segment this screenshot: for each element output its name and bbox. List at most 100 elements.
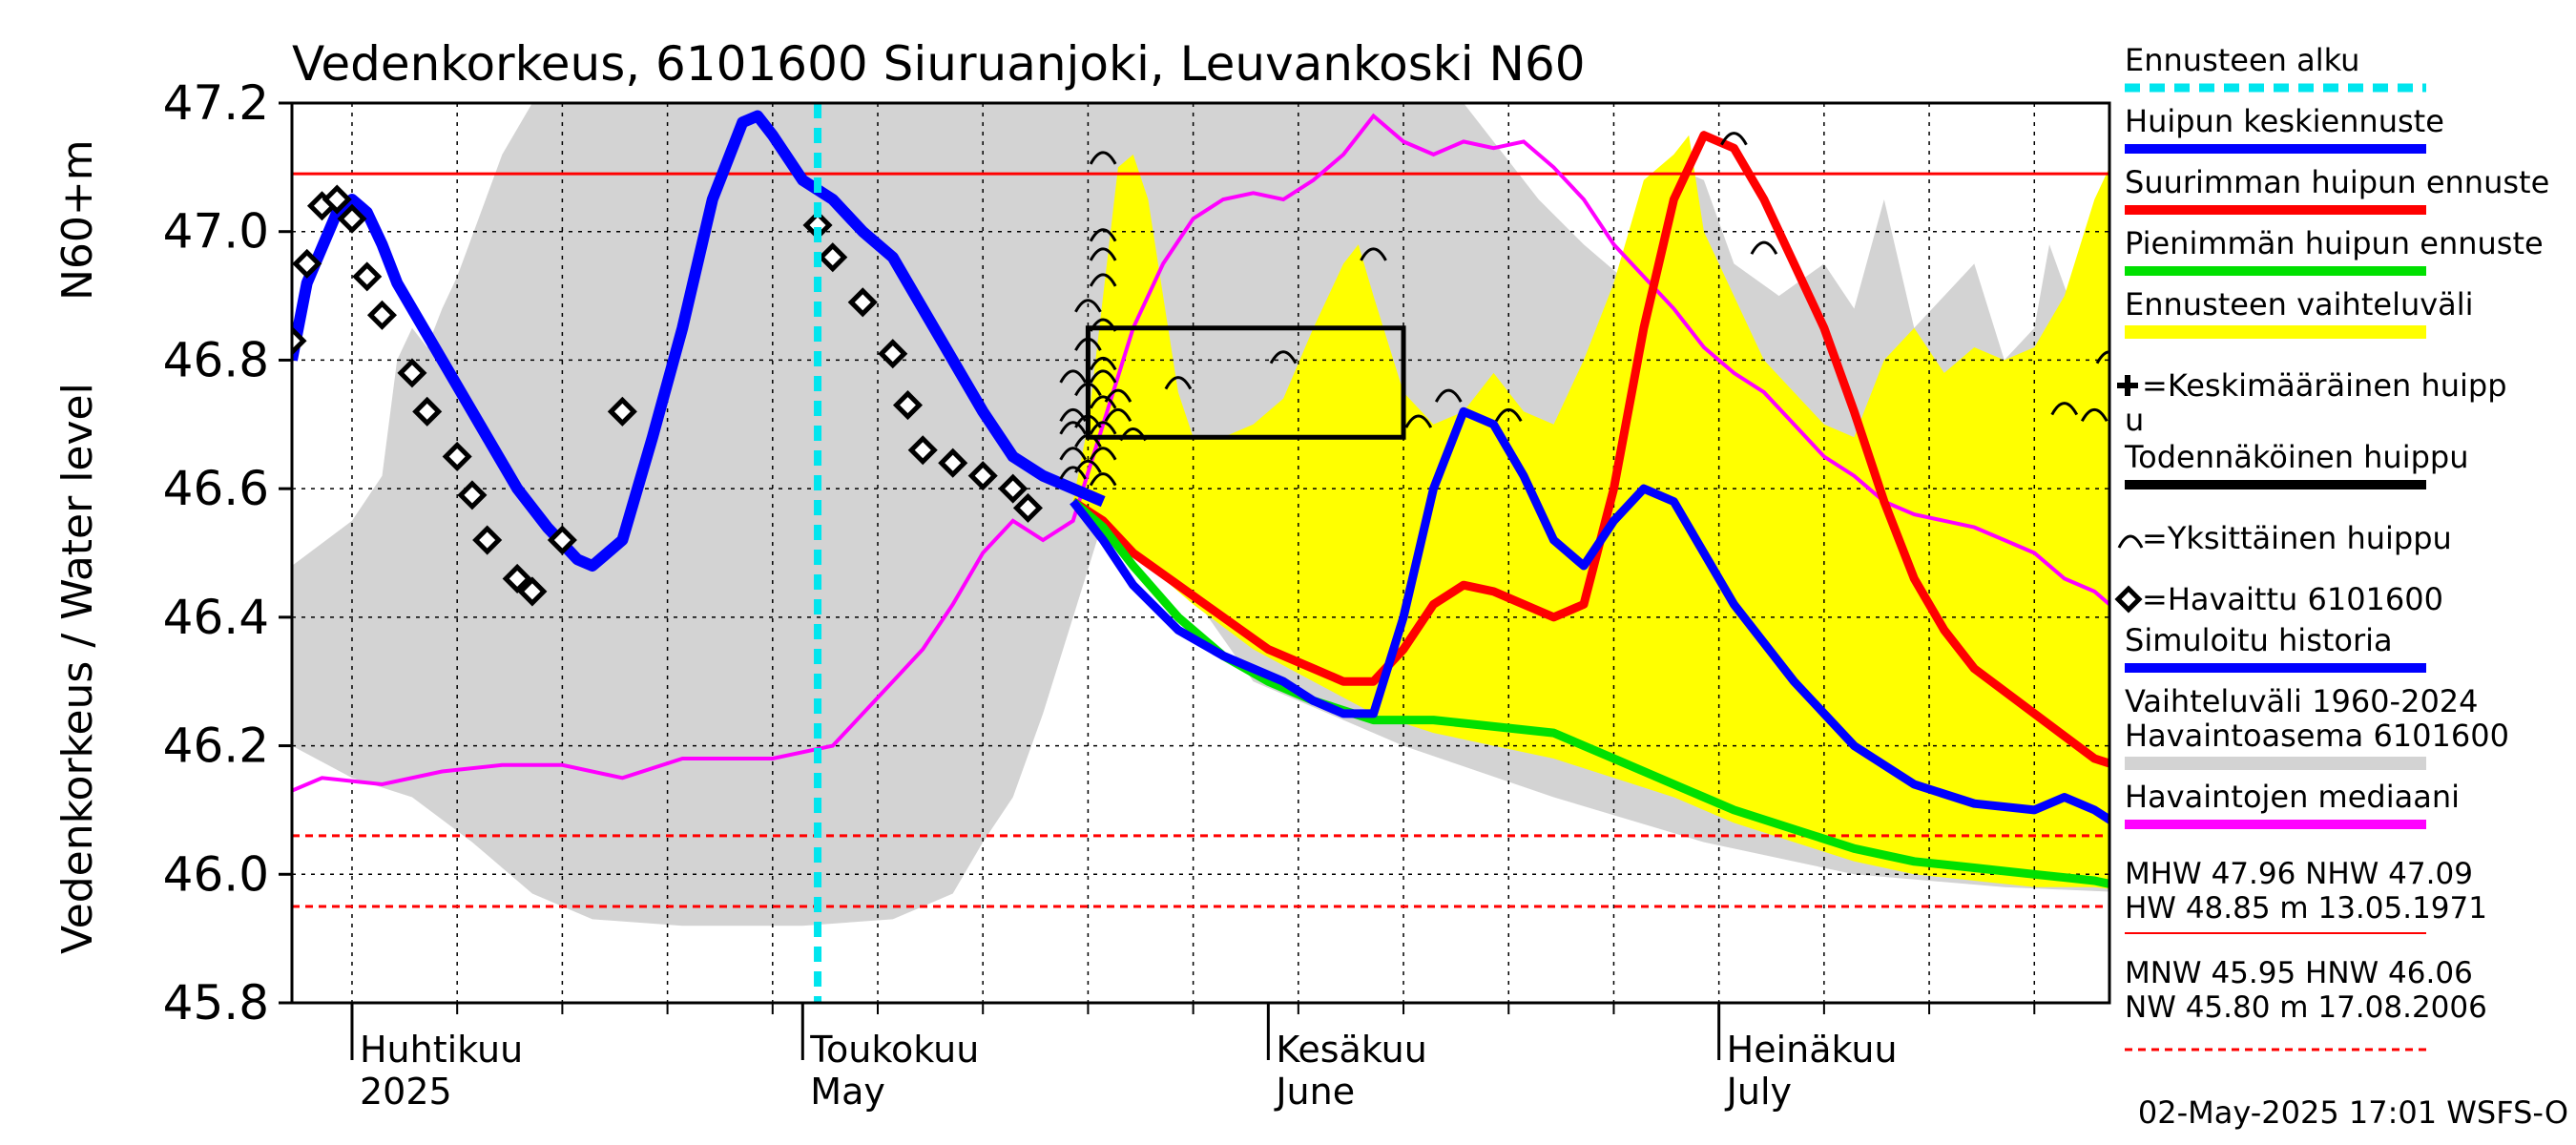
observed-point bbox=[892, 390, 924, 421]
single-peak-mark bbox=[1059, 369, 1087, 384]
legend-label: Simuloitu historia bbox=[2125, 622, 2393, 658]
legend-label: =Yksittäinen huippu bbox=[2142, 520, 2452, 556]
month-label-fi: Toukokuu bbox=[809, 1029, 979, 1071]
observed-point bbox=[938, 448, 968, 478]
month-label-en: May bbox=[810, 1071, 885, 1113]
observed-point bbox=[547, 525, 577, 555]
y-tick-label: 46.8 bbox=[163, 332, 269, 387]
plot-area bbox=[292, 103, 2452, 1003]
legend-swatch bbox=[2125, 325, 2426, 339]
observed-point bbox=[366, 300, 397, 330]
legend: Ennusteen alku Huipun keskiennuste Suurimm… bbox=[2114, 42, 2549, 829]
single-peak-mark bbox=[1059, 407, 1087, 423]
legend-swatch bbox=[2125, 757, 2426, 770]
single-peak-mark bbox=[2080, 407, 2109, 423]
single-peak-mark bbox=[1269, 350, 1298, 364]
footer-timestamp: 02-May-2025 17:01 WSFS-O bbox=[2138, 1094, 2568, 1131]
legend-label-continued: Havaintoasema 6101600 bbox=[2125, 718, 2509, 754]
single-peak-mark bbox=[1059, 466, 1087, 480]
y-tick-label: 46.4 bbox=[163, 590, 269, 645]
chart-title: Vedenkorkeus, 6101600 Siuruanjoki, Leuva… bbox=[292, 36, 1586, 92]
observed-point bbox=[337, 203, 367, 234]
observed-point bbox=[878, 339, 908, 369]
legend-label: =Keskimääräinen huipp bbox=[2142, 367, 2507, 404]
month-label-fi: Kesäkuu bbox=[1276, 1029, 1427, 1071]
legend-label: Havaintojen mediaani bbox=[2125, 779, 2460, 815]
single-peak-mark bbox=[1089, 247, 1117, 261]
y-tick-label: 45.8 bbox=[163, 975, 269, 1030]
single-peak-mark bbox=[1434, 388, 1463, 403]
observed-point bbox=[907, 435, 938, 466]
observed-point bbox=[412, 396, 443, 427]
single-peak-mark bbox=[1089, 472, 1117, 487]
stats-line: NW 45.80 m 17.08.2006 bbox=[2125, 990, 2487, 1025]
observed-point bbox=[517, 576, 548, 607]
single-peak-mark bbox=[1104, 407, 1132, 423]
single-peak-mark bbox=[1720, 132, 1748, 146]
probable-peak-box bbox=[1085, 325, 1406, 440]
forecast-mean-line bbox=[1070, 406, 2109, 825]
single-peak-mark bbox=[1360, 247, 1387, 261]
single-peak-mark bbox=[1059, 447, 1087, 461]
simulated-history-line bbox=[292, 110, 1106, 572]
median-line bbox=[292, 113, 2109, 793]
legend-label: Pienimmän huipun ennuste bbox=[2125, 225, 2544, 261]
observed-point bbox=[397, 358, 427, 388]
y-axis-label: Vedenkorkeus / Water level bbox=[53, 383, 102, 954]
single-peak-mark bbox=[1750, 240, 1778, 255]
y-tick-label: 46.6 bbox=[163, 461, 269, 516]
month-label-en: June bbox=[1274, 1071, 1355, 1113]
single-peak-mark bbox=[1494, 407, 1523, 423]
legend-label: Vaihteluväli 1960-2024 bbox=[2125, 683, 2479, 719]
single-peak-mark bbox=[1089, 356, 1117, 371]
month-label-fi: Huhtikuu bbox=[360, 1029, 523, 1071]
observed-point bbox=[472, 525, 503, 555]
observed-point bbox=[457, 480, 488, 510]
legend-label: =Havaittu 6101600 bbox=[2142, 581, 2443, 617]
forecast-range-band bbox=[1072, 135, 2109, 889]
observed-point bbox=[607, 396, 637, 427]
single-peak-mark bbox=[1164, 376, 1193, 390]
legend-symbol-arc bbox=[2117, 534, 2144, 549]
observed-point bbox=[967, 461, 998, 491]
forecast-min-line bbox=[1070, 498, 2109, 889]
legend-label: Ennusteen vaihteluväli bbox=[2125, 286, 2474, 323]
observed-point bbox=[292, 248, 322, 279]
observed-point bbox=[322, 184, 352, 215]
legend-label: Suurimman huipun ennuste bbox=[2125, 164, 2549, 200]
single-peak-mark bbox=[1089, 151, 1117, 165]
legend-label-continued: u bbox=[2125, 402, 2144, 438]
single-peaks bbox=[1059, 132, 2452, 487]
plot-frame bbox=[290, 101, 2111, 1005]
single-peak-mark bbox=[1089, 228, 1117, 242]
observed-point bbox=[847, 287, 878, 318]
single-peak-mark bbox=[1089, 369, 1117, 384]
single-peak-mark bbox=[2427, 345, 2452, 357]
y-tick-label: 47.0 bbox=[163, 204, 269, 260]
observed-point bbox=[1012, 492, 1043, 523]
month-label-fi: Heinäkuu bbox=[1727, 1029, 1898, 1071]
observed-points bbox=[292, 184, 1043, 607]
single-peak-mark bbox=[2050, 402, 2079, 416]
y-axis-unit: N60+m bbox=[53, 139, 102, 301]
observed-point bbox=[998, 473, 1028, 504]
observed-point bbox=[352, 261, 383, 292]
stats-line: MHW 47.96 NHW 47.09 bbox=[2125, 857, 2473, 891]
single-peak-mark bbox=[1089, 447, 1117, 461]
y-axis-ticks: 47.2 47.0 46.8 46.6 46.4 46.2 46.0 45.8 bbox=[163, 75, 292, 1030]
single-peak-mark bbox=[2095, 350, 2109, 364]
single-peak-mark bbox=[1104, 388, 1132, 403]
legend-label: Huipun keskiennuste bbox=[2125, 103, 2444, 139]
legend-label: Ennusteen alku bbox=[2125, 42, 2359, 78]
stats-line: MNW 45.95 HNW 46.06 bbox=[2125, 956, 2473, 990]
single-peak-mark bbox=[1089, 395, 1117, 409]
y-tick-label: 47.2 bbox=[163, 75, 269, 131]
single-peak-mark bbox=[1089, 273, 1117, 287]
single-peak-mark bbox=[1089, 421, 1117, 435]
single-peak-mark bbox=[1059, 421, 1087, 435]
y-tick-label: 46.0 bbox=[163, 846, 269, 902]
legend-symbol-plus bbox=[2117, 375, 2138, 396]
